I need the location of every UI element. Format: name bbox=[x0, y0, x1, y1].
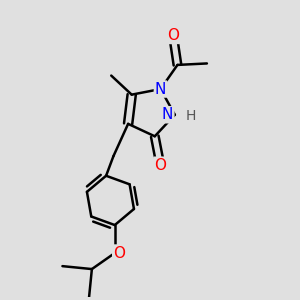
Text: N: N bbox=[162, 107, 173, 122]
Text: O: O bbox=[113, 245, 125, 260]
Text: O: O bbox=[154, 158, 166, 173]
Text: O: O bbox=[167, 28, 179, 43]
Text: H: H bbox=[186, 109, 196, 123]
Text: N: N bbox=[155, 82, 166, 97]
